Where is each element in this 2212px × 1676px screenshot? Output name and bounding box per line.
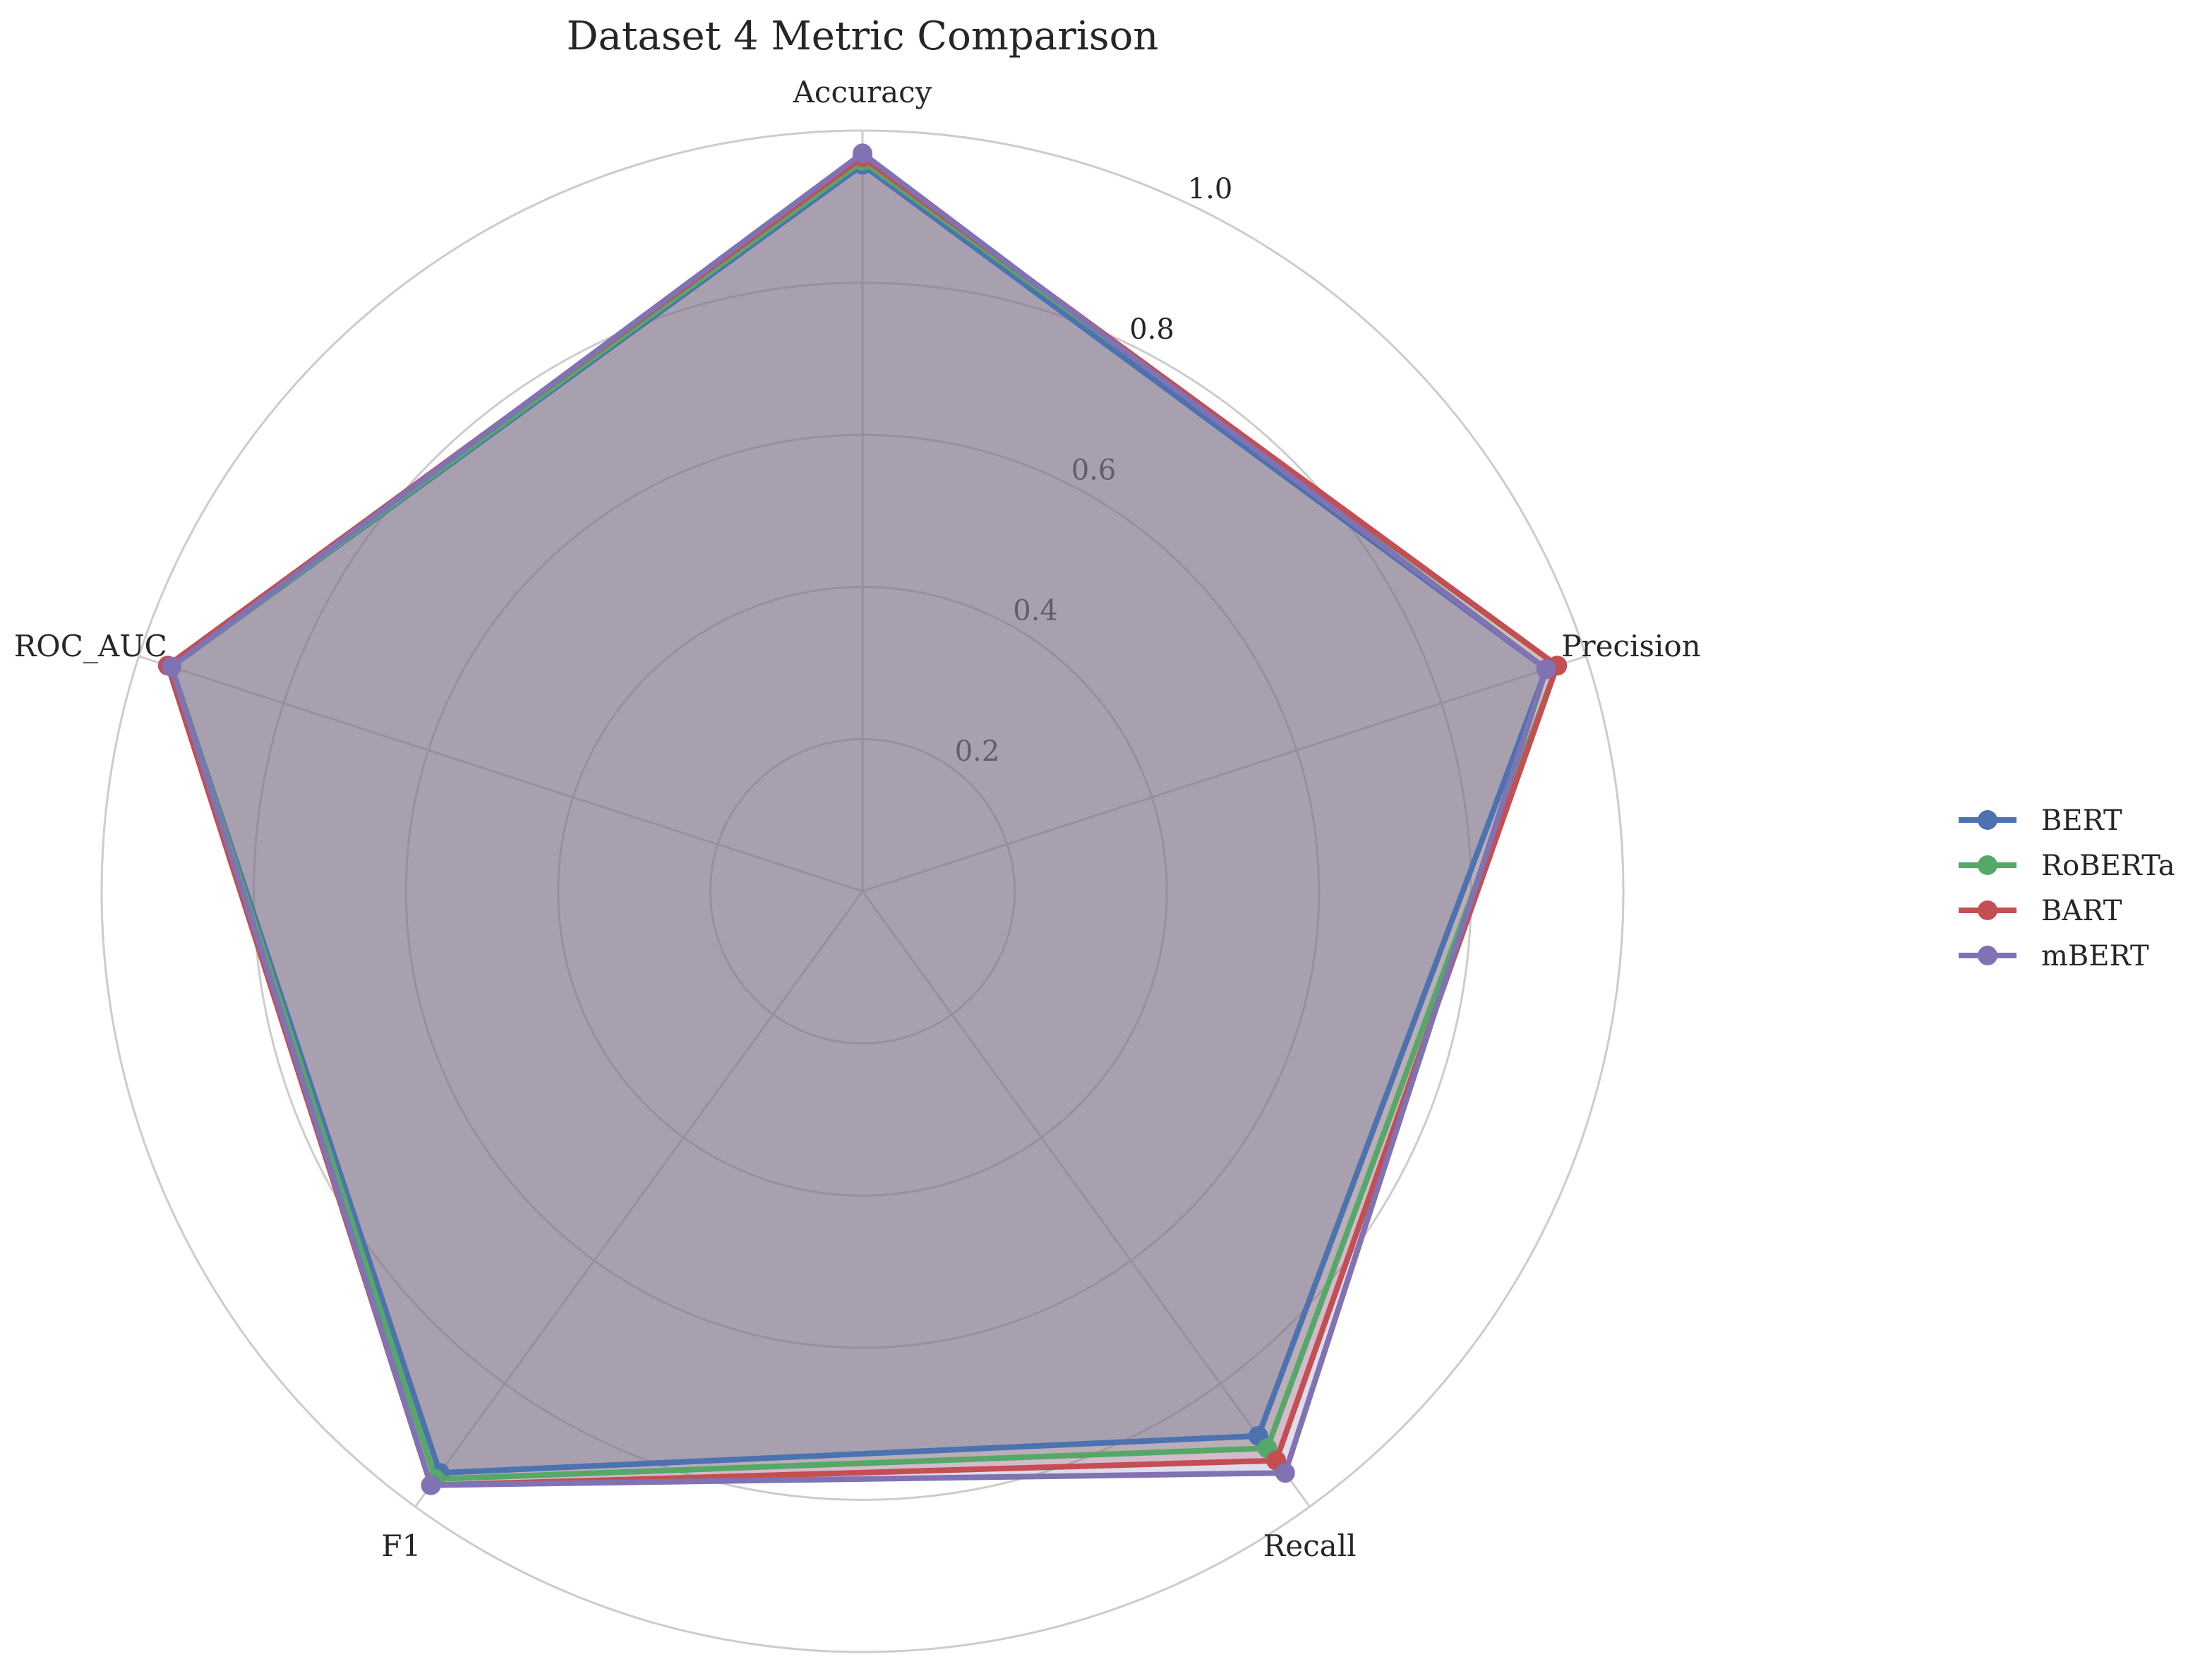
- legend-label-BERT: BERT: [2041, 804, 2122, 837]
- spoke-1: [862, 655, 1587, 893]
- axis-label-Precision: Precision: [1561, 629, 1700, 663]
- legend: BERT RoBERTa BART mBERT: [1959, 804, 2175, 972]
- point-mBERT-F1: [421, 1475, 441, 1495]
- label-layer: Accuracy Precision Recall F1 ROC_AUC: [14, 75, 1701, 1563]
- legend-marker-BERT: [1978, 810, 1997, 830]
- axis-label-Recall: Recall: [1263, 1529, 1357, 1563]
- spoke-4: [138, 655, 863, 893]
- point-mBERT-Precision: [1536, 659, 1556, 680]
- axis-label-Accuracy: Accuracy: [793, 75, 932, 109]
- series-line-mBERT: [168, 150, 1549, 1488]
- legend-marker-BART: [1978, 900, 1997, 920]
- series-fill-RoBERTa: [171, 161, 1558, 1479]
- legend-marker-mBERT: [1978, 946, 1997, 965]
- r-tick-label-1: 0.4: [1013, 595, 1058, 627]
- legend-marker-RoBERTa: [1978, 855, 1997, 875]
- point-mBERT-Accuracy: [853, 143, 872, 164]
- series-fill-BERT: [171, 164, 1546, 1473]
- legend-label-RoBERTa: RoBERTa: [2041, 850, 2175, 882]
- series-fill-BART: [167, 157, 1558, 1485]
- r-tick-label-3: 0.8: [1129, 313, 1174, 346]
- spoke-2: [861, 891, 1311, 1508]
- legend-label-mBERT: mBERT: [2041, 940, 2149, 972]
- r-tick-label-2: 0.6: [1071, 454, 1117, 486]
- spoke-3: [414, 891, 864, 1508]
- r-tick-label-0: 0.2: [955, 735, 1000, 768]
- series-fill-mBERT: [171, 153, 1546, 1485]
- chart-title: Dataset 4 Metric Comparison: [567, 13, 1159, 59]
- point-mBERT-ROC_AUC: [161, 656, 181, 677]
- axis-label-ROC_AUC: ROC_AUC: [14, 629, 167, 663]
- legend-label-BART: BART: [2041, 895, 2122, 927]
- series-layer: [157, 143, 1568, 1495]
- axis-label-F1: F1: [381, 1529, 421, 1563]
- r-tick-label-4: 1.0: [1188, 173, 1233, 205]
- point-mBERT-Recall: [1275, 1463, 1295, 1483]
